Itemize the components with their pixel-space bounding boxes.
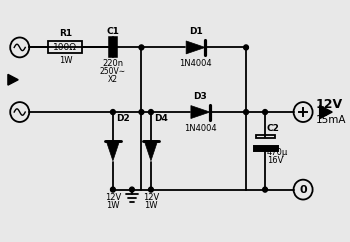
Polygon shape	[191, 106, 210, 119]
Text: C1: C1	[106, 28, 119, 37]
Text: R1: R1	[59, 30, 72, 38]
Text: 12V: 12V	[143, 193, 159, 202]
Text: D4: D4	[154, 114, 168, 123]
Bar	[48, 41, 83, 53]
Text: D2: D2	[116, 114, 130, 123]
Text: 1W: 1W	[106, 201, 120, 210]
Text: 250V∼: 250V∼	[100, 67, 126, 76]
Circle shape	[111, 187, 115, 192]
Text: D1: D1	[189, 28, 203, 37]
Circle shape	[148, 110, 153, 114]
Text: 12V: 12V	[105, 193, 121, 202]
Circle shape	[111, 110, 115, 114]
Polygon shape	[106, 141, 120, 161]
Text: 1W: 1W	[144, 201, 158, 210]
Text: 1W: 1W	[58, 56, 72, 65]
Circle shape	[244, 45, 248, 50]
Polygon shape	[8, 74, 18, 85]
Circle shape	[263, 187, 267, 192]
Text: X2: X2	[108, 75, 118, 84]
Text: 16V: 16V	[267, 156, 284, 165]
Text: 470μ: 470μ	[267, 148, 288, 157]
Text: 1N4004: 1N4004	[179, 59, 212, 68]
Text: 100Ω: 100Ω	[53, 43, 77, 52]
Polygon shape	[144, 141, 158, 161]
Polygon shape	[320, 106, 332, 119]
Circle shape	[139, 45, 144, 50]
Text: 0: 0	[299, 185, 307, 195]
Circle shape	[263, 110, 267, 114]
Text: 15mA: 15mA	[315, 115, 346, 125]
Text: 220n: 220n	[102, 59, 124, 68]
Polygon shape	[186, 41, 205, 54]
Circle shape	[244, 110, 248, 114]
Text: 12V: 12V	[315, 98, 343, 111]
Circle shape	[130, 187, 134, 192]
Text: D3: D3	[194, 92, 207, 101]
Circle shape	[139, 110, 144, 114]
Bar	[256, 135, 274, 138]
Text: C2: C2	[267, 124, 280, 133]
Circle shape	[148, 187, 153, 192]
Text: 1N4004: 1N4004	[184, 124, 217, 133]
